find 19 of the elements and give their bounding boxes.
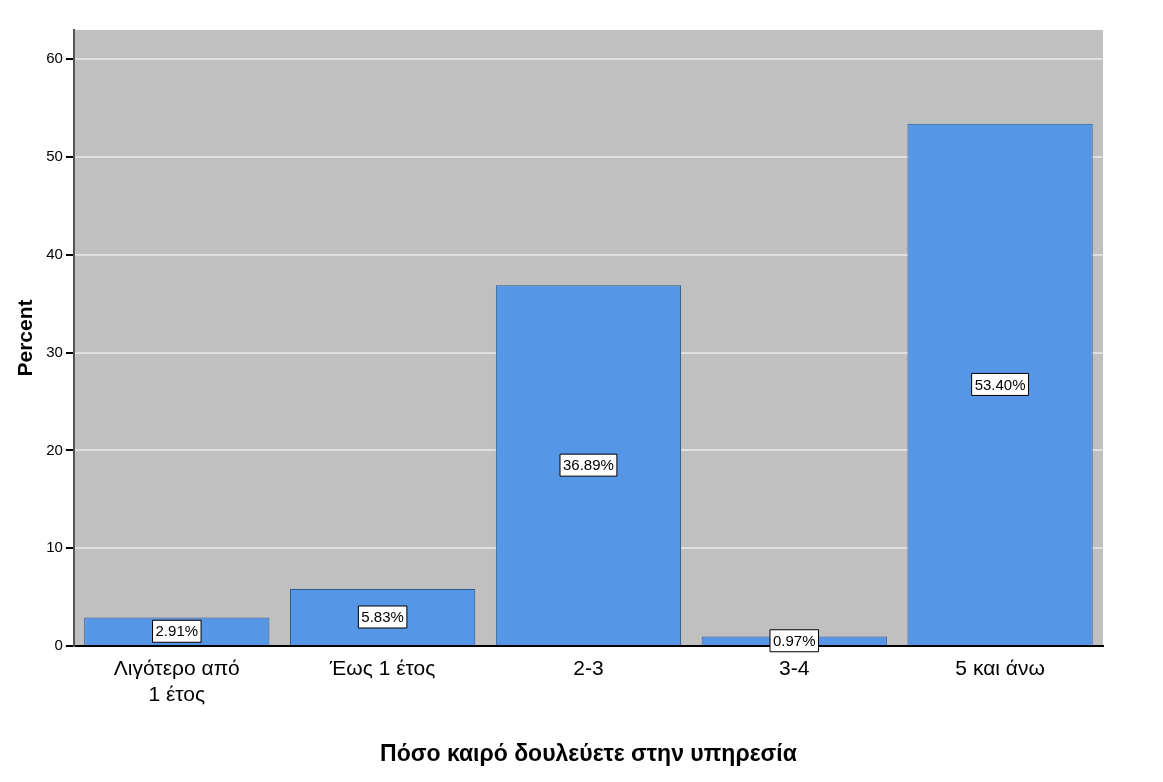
y-tick-label: 20 — [46, 440, 63, 458]
x-tick-label: Λιγότερο από 1 έτος — [113, 656, 240, 705]
x-axis-title: Πόσο καιρό δουλεύετε στην υπηρεσία — [380, 739, 797, 766]
x-tick-label: 3-4 — [779, 656, 810, 680]
data-label: 53.40% — [974, 375, 1026, 393]
y-axis-title: Percent — [13, 299, 37, 377]
x-tick-label: Έως 1 έτος — [328, 656, 436, 680]
y-tick-label: 40 — [46, 245, 63, 263]
data-label: 0.97% — [772, 631, 816, 649]
x-tick-label: 2-3 — [573, 656, 604, 680]
y-tick-label: 10 — [46, 538, 63, 556]
data-label: 2.91% — [155, 622, 199, 640]
x-tick-label: 5 και άνω — [955, 656, 1045, 680]
y-tick-label: 60 — [46, 49, 63, 67]
y-tick-label: 30 — [46, 342, 63, 360]
y-tick-label: 50 — [46, 147, 63, 165]
data-label: 36.89% — [563, 456, 614, 474]
data-label: 5.83% — [361, 608, 404, 626]
y-tick-label: 0 — [54, 636, 63, 654]
